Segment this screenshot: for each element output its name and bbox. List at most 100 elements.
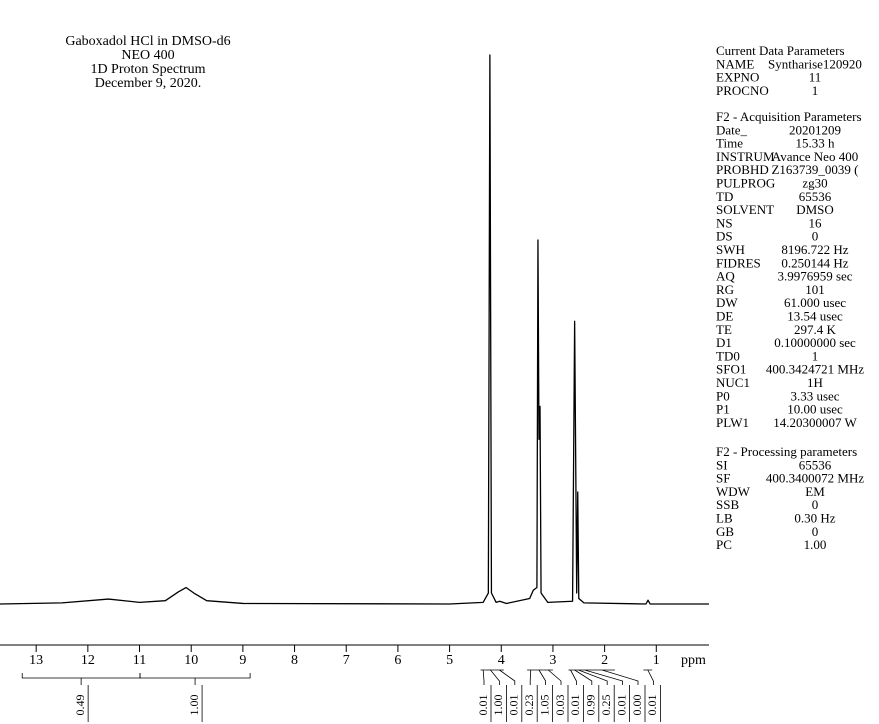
chart-title: December 9, 2020. — [95, 76, 202, 91]
chart-title: NEO 400 — [121, 48, 174, 63]
parameter-value: EM — [805, 484, 825, 499]
x-tick-label: 9 — [239, 653, 246, 668]
parameter-key: PC — [716, 537, 732, 552]
parameter-key: WDW — [716, 484, 751, 499]
integral-bracket — [534, 669, 546, 685]
parameter-value: 15.33 h — [796, 136, 836, 151]
integral-bracket — [495, 669, 516, 685]
parameter-key: Time — [716, 136, 743, 151]
parameter-value: 65536 — [799, 457, 832, 472]
parameter-value: Avance Neo 400 — [772, 149, 858, 164]
chart-title: Gaboxadol HCl in DMSO-d6 — [65, 34, 230, 49]
parameter-value: 297.4 K — [794, 322, 837, 337]
integral-bracket — [543, 669, 562, 685]
x-tick-label: 3 — [549, 653, 556, 668]
x-tick-label: 13 — [29, 653, 43, 668]
x-tick-label: 6 — [394, 653, 401, 668]
integral-label: 0.99 — [584, 695, 598, 716]
integral-bracket — [643, 669, 654, 685]
parameter-key: DW — [716, 295, 738, 310]
parameter-key: NAME — [716, 56, 754, 71]
parameter-key: D1 — [716, 335, 732, 350]
integral-bracket — [589, 669, 639, 685]
parameter-key: NUC1 — [716, 375, 750, 390]
integral-label: 0.01 — [614, 695, 628, 716]
parameter-key: DE — [716, 308, 733, 323]
x-tick-label: 11 — [133, 653, 146, 668]
parameter-value: Z163739_0039 ( — [771, 162, 858, 177]
parameter-value: 3.9976959 sec — [777, 269, 852, 284]
integral-bracket — [139, 673, 251, 685]
parameter-value: 0 — [812, 524, 819, 539]
parameter-value: 8196.722 Hz — [781, 242, 848, 257]
x-tick-label: 5 — [446, 653, 453, 668]
x-tick-label: 10 — [184, 653, 198, 668]
integral-label: 0.01 — [568, 695, 582, 716]
x-tick-label: 1 — [653, 653, 660, 668]
parameter-key: FIDRES — [716, 255, 761, 270]
x-tick-label: 2 — [601, 653, 608, 668]
parameter-header: F2 - Processing parameters — [716, 444, 857, 459]
parameter-value: 10.00 usec — [787, 402, 843, 417]
parameter-key: Date_ — [716, 122, 748, 137]
parameter-value: 11 — [809, 70, 822, 85]
parameter-value: 0 — [812, 229, 819, 244]
parameter-key: TE — [716, 322, 732, 337]
integral-bracket — [576, 669, 608, 685]
integral-bracket — [480, 669, 486, 685]
parameter-key: EXPNO — [716, 70, 759, 85]
parameter-key: TD0 — [716, 348, 740, 363]
parameter-key: RG — [716, 282, 734, 297]
integral-label: 0.01 — [476, 695, 490, 716]
parameter-key: GB — [716, 524, 734, 539]
parameter-value: 1.00 — [804, 537, 827, 552]
parameter-value: 1 — [812, 83, 819, 98]
parameter-value: 0.10000000 sec — [774, 335, 856, 350]
parameter-value: zg30 — [802, 175, 827, 190]
integral-label: 0.23 — [522, 695, 536, 716]
integral-label: 1.05 — [537, 695, 551, 716]
x-axis-label: ppm — [681, 653, 706, 668]
parameter-header: Current Data Parameters — [716, 43, 845, 58]
parameter-key: PLW1 — [716, 415, 749, 430]
x-tick-label: 7 — [343, 653, 350, 668]
x-tick-label: 8 — [291, 653, 298, 668]
integral-bracket — [568, 669, 577, 685]
parameter-value: 0 — [812, 497, 819, 512]
parameter-value: Syntharise120920 — [768, 56, 862, 71]
parameter-key: P0 — [716, 388, 730, 403]
integral-bracket — [572, 669, 593, 685]
parameter-key: PULPROG — [716, 175, 775, 190]
spectrum-line — [0, 54, 709, 605]
parameter-header: F2 - Acquisition Parameters — [716, 109, 862, 124]
parameter-key: SWH — [716, 242, 745, 257]
integral-label: 1.00 — [187, 695, 201, 716]
parameter-value: 3.33 usec — [790, 388, 839, 403]
parameter-value: 1H — [807, 375, 823, 390]
parameter-value: 101 — [805, 282, 825, 297]
parameter-key: SF — [716, 471, 730, 486]
integral-label: 0.03 — [553, 695, 567, 716]
parameter-key: SI — [716, 457, 728, 472]
parameter-value: 65536 — [799, 189, 832, 204]
parameter-value: 14.20300007 W — [773, 415, 857, 430]
parameter-value: 61.000 usec — [784, 295, 846, 310]
integral-label: 1.00 — [491, 695, 505, 716]
parameter-key: NS — [716, 215, 733, 230]
parameter-value: 13.54 usec — [787, 308, 843, 323]
parameter-value: 0.30 Hz — [794, 510, 835, 525]
x-tick-label: 12 — [81, 653, 95, 668]
parameter-value: 400.3424721 MHz — [766, 362, 864, 377]
parameter-key: P1 — [716, 402, 730, 417]
x-tick-label: 4 — [498, 653, 505, 668]
parameter-key: TD — [716, 189, 733, 204]
parameter-key: PROCNO — [716, 83, 769, 98]
parameter-key: INSTRUM — [716, 149, 775, 164]
parameter-value: 20201209 — [789, 122, 841, 137]
parameter-value: 0.250144 Hz — [781, 255, 848, 270]
integral-bracket — [527, 669, 535, 685]
parameter-key: SOLVENT — [716, 202, 774, 217]
parameter-value: 400.3400072 MHz — [766, 471, 864, 486]
